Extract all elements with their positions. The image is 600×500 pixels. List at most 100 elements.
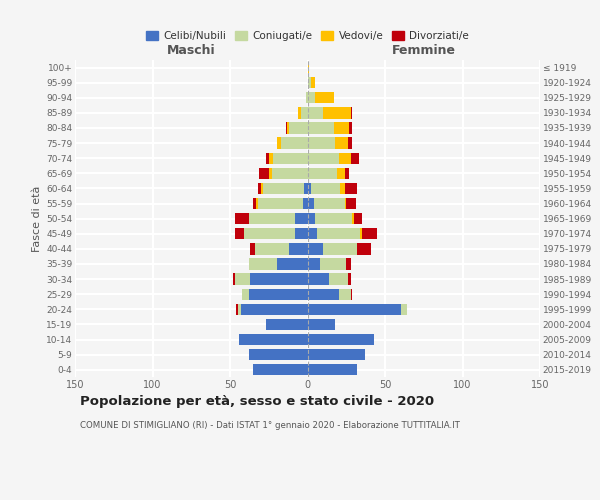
Bar (308, 334, 374, 345)
Bar (344, 183, 357, 194)
Bar (238, 304, 241, 315)
Bar (263, 183, 304, 194)
Bar (308, 138, 335, 149)
Bar (362, 228, 377, 239)
Bar (244, 228, 295, 239)
Bar (308, 62, 309, 73)
Text: Maschi: Maschi (167, 44, 215, 57)
Bar (248, 349, 308, 360)
Bar (308, 304, 401, 315)
Bar (344, 198, 346, 209)
Bar (346, 198, 356, 209)
Bar (351, 107, 352, 118)
Bar (258, 198, 303, 209)
Bar (308, 77, 311, 88)
Bar (295, 228, 308, 239)
Bar (274, 152, 308, 164)
Text: Popolazione per età, sesso e stato civile - 2020: Popolazione per età, sesso e stato civil… (80, 395, 434, 408)
Bar (329, 274, 348, 285)
Bar (277, 258, 308, 270)
Bar (298, 107, 301, 118)
Bar (269, 168, 272, 179)
Bar (281, 138, 308, 149)
Bar (335, 138, 348, 149)
Bar (311, 183, 340, 194)
Bar (354, 213, 362, 224)
Bar (250, 243, 255, 254)
Bar (308, 213, 315, 224)
Bar (236, 304, 238, 315)
Legend: Celibi/Nubili, Coniugati/e, Vedovi/e, Divorziati/e: Celibi/Nubili, Coniugati/e, Vedovi/e, Di… (142, 27, 473, 46)
Bar (250, 274, 308, 285)
Bar (337, 168, 344, 179)
Y-axis label: Fasce di età: Fasce di età (32, 186, 42, 252)
Bar (308, 349, 365, 360)
Bar (349, 122, 352, 134)
Bar (308, 183, 311, 194)
Bar (259, 168, 269, 179)
Bar (317, 228, 360, 239)
Bar (357, 243, 371, 254)
Bar (286, 122, 287, 134)
Bar (338, 288, 351, 300)
Bar (289, 243, 308, 254)
Bar (266, 319, 308, 330)
Bar (311, 77, 315, 88)
Bar (235, 274, 250, 285)
Bar (253, 198, 256, 209)
Bar (241, 304, 308, 315)
Bar (303, 198, 308, 209)
Bar (351, 288, 352, 300)
Bar (308, 243, 323, 254)
Bar (306, 92, 308, 104)
Bar (304, 183, 308, 194)
Bar (248, 213, 295, 224)
Bar (295, 213, 308, 224)
Bar (308, 107, 323, 118)
Bar (253, 364, 308, 376)
Bar (314, 198, 344, 209)
Bar (308, 258, 320, 270)
Bar (261, 183, 263, 194)
Bar (348, 274, 351, 285)
Bar (277, 138, 281, 149)
Bar (346, 258, 351, 270)
Bar (248, 288, 308, 300)
Bar (338, 152, 351, 164)
Bar (308, 92, 315, 104)
Bar (323, 107, 351, 118)
Bar (352, 213, 354, 224)
Bar (360, 228, 362, 239)
Bar (255, 243, 289, 254)
Bar (289, 122, 308, 134)
Bar (401, 304, 407, 315)
Bar (334, 122, 349, 134)
Bar (348, 138, 352, 149)
Bar (340, 183, 344, 194)
Bar (323, 243, 357, 254)
Bar (308, 274, 329, 285)
Bar (266, 152, 269, 164)
Bar (308, 122, 334, 134)
Bar (308, 228, 317, 239)
Text: COMUNE DI STIMIGLIANO (RI) - Dati ISTAT 1° gennaio 2020 - Elaborazione TUTTITALI: COMUNE DI STIMIGLIANO (RI) - Dati ISTAT … (80, 421, 460, 430)
Bar (301, 107, 308, 118)
Bar (258, 183, 261, 194)
Bar (344, 168, 349, 179)
Bar (308, 152, 338, 164)
Bar (287, 122, 289, 134)
Bar (239, 334, 308, 345)
Bar (308, 319, 335, 330)
Bar (256, 198, 258, 209)
Bar (269, 152, 274, 164)
Bar (320, 258, 346, 270)
Bar (308, 364, 357, 376)
Text: Femmine: Femmine (392, 44, 456, 57)
Bar (308, 288, 338, 300)
Bar (248, 258, 277, 270)
Bar (315, 92, 334, 104)
Bar (351, 152, 359, 164)
Bar (233, 274, 235, 285)
Bar (235, 228, 244, 239)
Bar (315, 213, 352, 224)
